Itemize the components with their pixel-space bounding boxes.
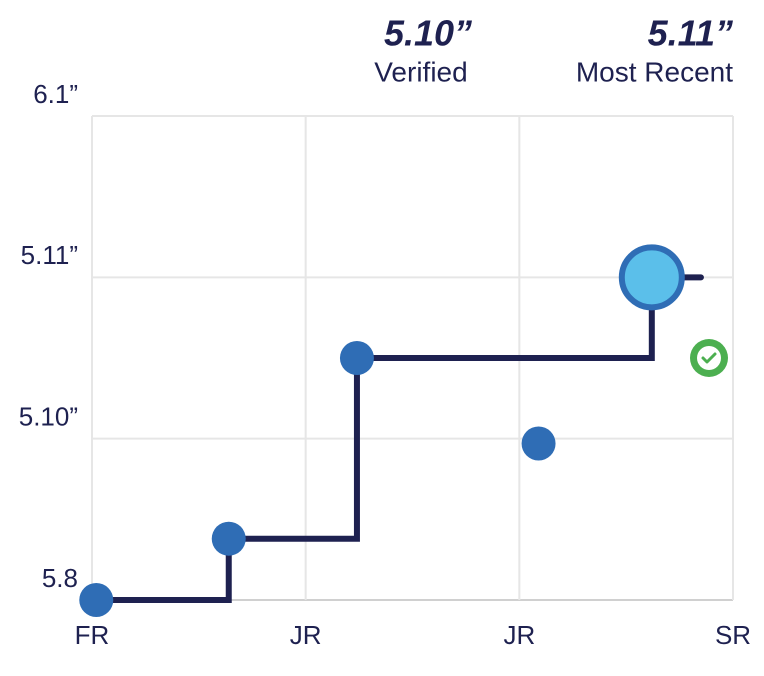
x-tick-label: JR xyxy=(503,620,535,650)
grid: 5.8 5.10” 5.11” 6.1” FR JR JR SR xyxy=(19,79,751,650)
x-tick-label: SR xyxy=(715,620,751,650)
measurement-dot xyxy=(521,426,556,461)
latest-dot xyxy=(618,244,685,311)
plot xyxy=(79,244,704,617)
x-tick-label: JR xyxy=(290,620,322,650)
y-tick-label: 5.8 xyxy=(42,563,78,593)
verified-value: 5.10” xyxy=(384,13,472,54)
measurement-dot xyxy=(211,521,246,556)
y-tick-label: 6.1” xyxy=(33,79,78,109)
verified-label: Verified xyxy=(374,56,467,87)
verified-badge xyxy=(690,339,728,377)
measurement-dot xyxy=(79,583,114,617)
y-tick-label: 5.10” xyxy=(19,402,78,432)
y-tick-label: 5.11” xyxy=(21,240,78,270)
recent-label: Most Recent xyxy=(576,56,733,87)
measurement-dot xyxy=(339,341,374,375)
x-tick-label: FR xyxy=(75,620,110,650)
recent-value: 5.11” xyxy=(648,13,733,54)
